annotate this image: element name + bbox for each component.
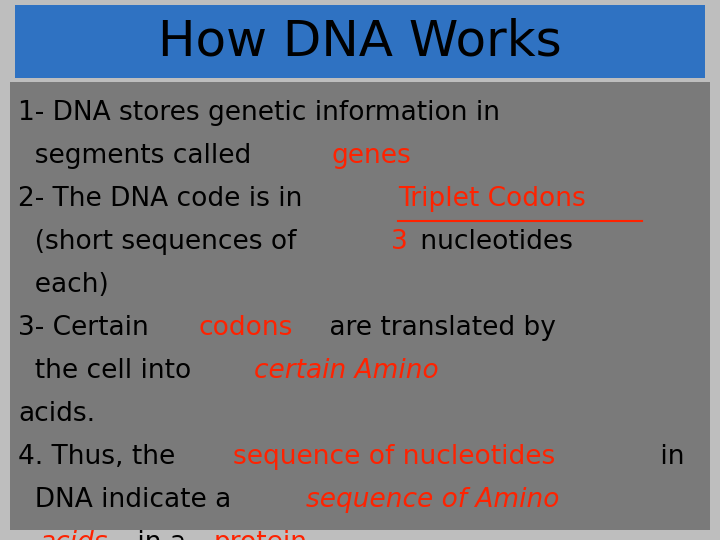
Text: (short sequences of: (short sequences of <box>18 229 305 255</box>
Text: the cell into: the cell into <box>18 358 199 384</box>
Text: 3: 3 <box>390 229 408 255</box>
Text: 1- DNA stores genetic information in: 1- DNA stores genetic information in <box>18 100 500 126</box>
Text: in: in <box>652 444 684 470</box>
Bar <box>10 82 710 530</box>
Text: Triplet Codons: Triplet Codons <box>398 186 586 212</box>
Text: acids: acids <box>40 530 108 540</box>
Text: genes: genes <box>332 143 412 169</box>
Text: codons: codons <box>199 315 293 341</box>
Text: segments called: segments called <box>18 143 260 169</box>
Text: 4. Thus, the: 4. Thus, the <box>18 444 184 470</box>
Text: protein: protein <box>214 530 307 540</box>
Text: 2- The DNA code is in: 2- The DNA code is in <box>18 186 311 212</box>
Text: in a: in a <box>129 530 194 540</box>
Text: nucleotides: nucleotides <box>413 229 573 255</box>
Text: 3- Certain: 3- Certain <box>18 315 157 341</box>
Text: sequence of nucleotides: sequence of nucleotides <box>233 444 555 470</box>
Text: each): each) <box>18 272 109 298</box>
Text: acids.: acids. <box>18 401 95 427</box>
Text: sequence of Amino: sequence of Amino <box>306 487 559 513</box>
Bar <box>15 5 705 78</box>
Text: How DNA Works: How DNA Works <box>158 17 562 65</box>
Text: DNA indicate a: DNA indicate a <box>18 487 240 513</box>
Text: .: . <box>336 530 344 540</box>
Text: certain Amino: certain Amino <box>254 358 438 384</box>
Text: are translated by: are translated by <box>321 315 556 341</box>
